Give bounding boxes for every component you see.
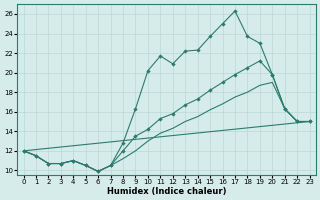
X-axis label: Humidex (Indice chaleur): Humidex (Indice chaleur) [107, 187, 226, 196]
